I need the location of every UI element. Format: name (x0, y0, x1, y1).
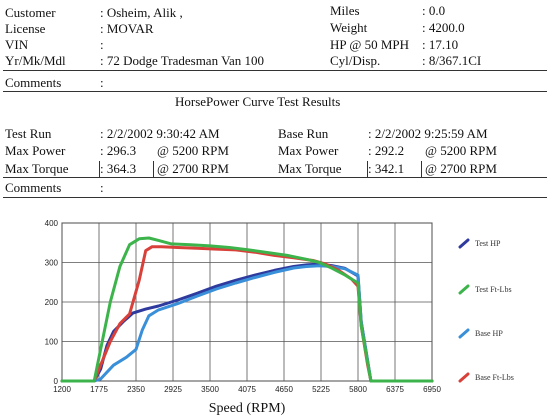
cyl-value: : 8/367.1CI (422, 53, 482, 68)
x-tick-label: 6950 (423, 385, 441, 394)
miles-label: Miles (330, 3, 360, 18)
divider (3, 70, 547, 71)
divider (367, 161, 368, 177)
test-max-power-rpm: @ 5200 RPM (157, 143, 229, 158)
weight-label: Weight (330, 20, 368, 35)
results-comments-label: Comments (5, 180, 62, 195)
y-tick-label: 200 (45, 298, 59, 307)
series-line (60, 264, 434, 383)
y-tick-label: 400 (45, 219, 59, 228)
legend-label: Test Ft-Lbs (475, 285, 512, 294)
hp50-value: : 17.10 (422, 37, 459, 52)
base-max-power-label: Max Power (278, 143, 339, 158)
x-tick-label: 4075 (238, 385, 256, 394)
base-max-torque-value: : 342.1 (368, 161, 405, 176)
x-tick-label: 1200 (53, 385, 71, 394)
legend: Test HP Test Ft-Lbs Base HP Base Ft-Lbs (458, 238, 514, 383)
legend-swatch (458, 328, 470, 339)
base-max-torque-rpm: @ 2700 RPM (425, 161, 497, 176)
hp50-label: HP @ 50 MPH (330, 37, 410, 52)
base-max-power-rpm: @ 5200 RPM (425, 143, 497, 158)
base-run-value: : 2/2/2002 9:25:59 AM (368, 126, 488, 141)
comments-value: : (100, 75, 104, 90)
x-tick-labels: 1200 1775 2350 2925 3500 4075 4650 5225 5800 6375… (53, 385, 441, 394)
x-tick-label: 5800 (349, 385, 367, 394)
test-max-torque-value: : 364.3 (100, 161, 137, 176)
base-max-power-value: : 292.2 (368, 143, 405, 158)
base-max-torque-label: Max Torque (278, 161, 342, 176)
base-run-label: Base Run (278, 126, 329, 141)
license-label: License (5, 21, 46, 36)
divider (421, 161, 422, 177)
test-run-value: : 2/2/2002 9:30:42 AM (100, 126, 220, 141)
divider (3, 197, 547, 198)
weight-value: : 4200.0 (422, 20, 465, 35)
miles-value: : 0.0 (422, 3, 446, 18)
divider (99, 161, 100, 177)
test-run-label: Test Run (5, 126, 52, 141)
test-max-power-value: : 296.3 (100, 143, 137, 158)
series-line (60, 236, 434, 383)
x-axis-label: Speed (RPM) (209, 401, 286, 416)
divider (153, 161, 154, 177)
vin-value: : (100, 37, 104, 52)
vin-label: VIN (5, 37, 29, 52)
y-tick-labels: 0 100 200 300 400 (45, 219, 59, 386)
x-tick-label: 2350 (127, 385, 145, 394)
results-title: HorsePower Curve Test Results (175, 94, 341, 109)
customer-value: : Osheim, Alik , (100, 5, 183, 20)
legend-swatch (458, 238, 470, 249)
test-max-power-label: Max Power (5, 143, 66, 158)
divider (3, 177, 547, 178)
y-tick-label: 300 (45, 259, 59, 268)
x-tick-label: 5225 (312, 385, 330, 394)
legend-label: Test HP (475, 239, 501, 248)
results-comments-value: : (100, 180, 104, 195)
x-tick-label: 1775 (90, 385, 108, 394)
test-max-torque-rpm: @ 2700 RPM (157, 161, 229, 176)
legend-label: Base Ft-Lbs (475, 373, 514, 382)
x-tick-label: 2925 (164, 385, 182, 394)
customer-label: Customer (5, 5, 56, 20)
x-tick-label: 3500 (201, 385, 219, 394)
legend-label: Base HP (475, 329, 503, 338)
y-tick-label: 0 (54, 377, 59, 386)
legend-swatch (458, 372, 470, 383)
cyl-label: Cyl/Disp. (330, 53, 381, 68)
x-tick-label: 6375 (386, 385, 404, 394)
grid (61, 222, 433, 382)
comments-label: Comments (5, 75, 62, 90)
y-tick-label: 100 (45, 338, 59, 347)
series-lines (60, 236, 434, 383)
divider (3, 91, 547, 92)
legend-swatch (458, 284, 470, 295)
ymm-label: Yr/Mk/Mdl (5, 53, 66, 68)
x-tick-label: 4650 (275, 385, 293, 394)
ymm-value: : 72 Dodge Tradesman Van 100 (100, 53, 265, 68)
test-max-torque-label: Max Torque (5, 161, 69, 176)
hp-torque-chart: 0 100 200 300 400 1200 1775 2350 2925 3500 4075 46… (45, 219, 514, 416)
license-value: : MOVAR (100, 21, 154, 36)
